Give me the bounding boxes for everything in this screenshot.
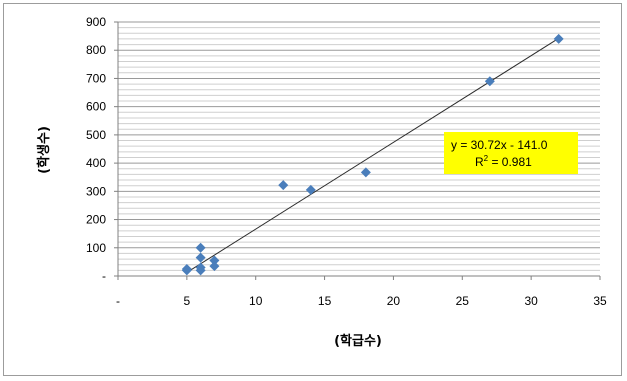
data-point bbox=[195, 242, 206, 253]
r-squared-prefix: R bbox=[475, 155, 484, 169]
x-tick-label: 25 bbox=[456, 294, 470, 308]
data-point bbox=[209, 255, 220, 266]
x-tick-label: 35 bbox=[593, 294, 607, 308]
x-tick-label: - bbox=[116, 294, 120, 308]
data-point bbox=[360, 167, 371, 178]
equation-label: y = 30.72x - 141.0 bbox=[451, 138, 548, 152]
r-squared-superscript: 2 bbox=[484, 154, 489, 163]
annotation-background bbox=[444, 132, 578, 174]
y-tick-label: 900 bbox=[86, 15, 106, 29]
trendline-group bbox=[186, 37, 559, 273]
y-tick-label: 300 bbox=[86, 184, 106, 198]
data-point bbox=[305, 184, 316, 195]
trendline bbox=[186, 37, 559, 273]
data-points bbox=[181, 33, 564, 276]
data-point bbox=[195, 265, 206, 276]
r-squared-value: = 0.981 bbox=[488, 155, 532, 169]
data-point bbox=[278, 180, 289, 191]
grid-lines bbox=[118, 21, 600, 271]
y-tick-label: 800 bbox=[86, 43, 106, 57]
axes bbox=[114, 21, 601, 280]
y-tick-label: 200 bbox=[86, 213, 106, 227]
data-point bbox=[209, 261, 220, 272]
x-tick-label: 5 bbox=[184, 294, 191, 308]
data-point bbox=[195, 252, 206, 263]
x-tick-label: 20 bbox=[387, 294, 401, 308]
data-point bbox=[553, 33, 564, 44]
data-point bbox=[484, 76, 495, 87]
r-squared-label: R2 = 0.981 bbox=[475, 154, 532, 169]
y-tick-label: 400 bbox=[86, 156, 106, 170]
y-tick-label: 700 bbox=[86, 71, 106, 85]
x-tick-label: 30 bbox=[524, 294, 538, 308]
y-tick-label: - bbox=[102, 269, 106, 283]
y-tick-label: 500 bbox=[86, 128, 106, 142]
y-axis-title: (학생수) bbox=[36, 126, 52, 174]
y-tick-label: 600 bbox=[86, 100, 106, 114]
regression-annotation: y = 30.72x - 141.0 R2 = 0.981 bbox=[444, 132, 578, 174]
data-point bbox=[181, 265, 192, 276]
y-tick-label: 100 bbox=[86, 241, 106, 255]
tick-labels: - 100 200 300 400 500 600 700 800 900 - 5 10 15 20 25 30… bbox=[86, 15, 607, 308]
x-tick-label: 10 bbox=[249, 294, 263, 308]
x-axis-title: (학급수) bbox=[334, 333, 382, 349]
x-tick-label: 15 bbox=[318, 294, 332, 308]
